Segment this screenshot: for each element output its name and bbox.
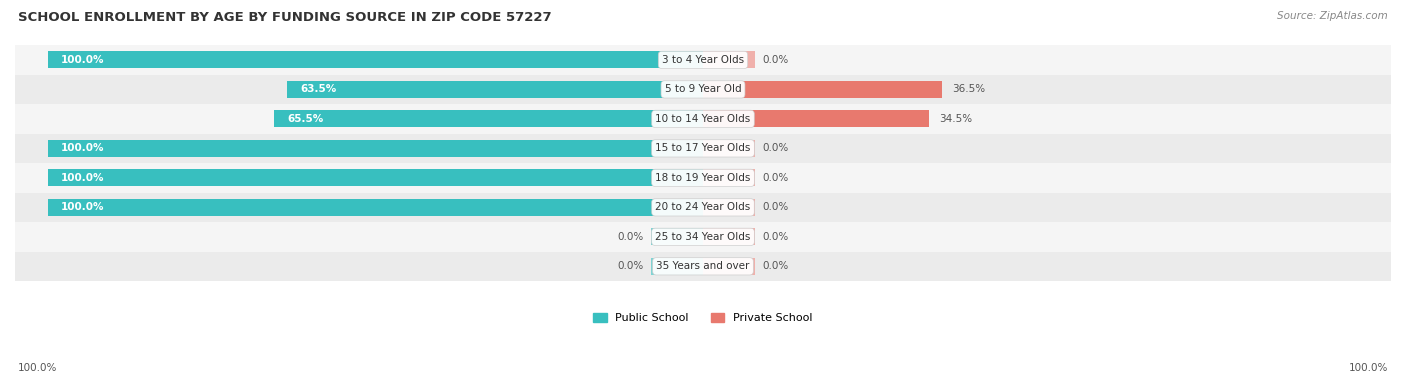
Text: 0.0%: 0.0% — [762, 261, 789, 271]
Text: 18 to 19 Year Olds: 18 to 19 Year Olds — [655, 173, 751, 183]
Text: 100.0%: 100.0% — [60, 143, 104, 153]
Text: 100.0%: 100.0% — [18, 363, 58, 373]
Bar — [15, 222, 1391, 251]
Text: 0.0%: 0.0% — [617, 261, 644, 271]
Bar — [48, 199, 703, 216]
Text: 100.0%: 100.0% — [60, 202, 104, 212]
Bar — [15, 45, 1391, 75]
Text: 100.0%: 100.0% — [60, 55, 104, 65]
Text: 25 to 34 Year Olds: 25 to 34 Year Olds — [655, 232, 751, 242]
Bar — [15, 251, 1391, 281]
Text: 36.5%: 36.5% — [952, 84, 986, 94]
Legend: Public School, Private School: Public School, Private School — [589, 308, 817, 327]
Text: 35 Years and over: 35 Years and over — [657, 261, 749, 271]
Bar — [703, 51, 755, 69]
Bar — [651, 228, 703, 245]
Text: 34.5%: 34.5% — [939, 114, 972, 124]
Text: 15 to 17 Year Olds: 15 to 17 Year Olds — [655, 143, 751, 153]
Text: 0.0%: 0.0% — [762, 173, 789, 183]
Bar — [15, 75, 1391, 104]
Text: 63.5%: 63.5% — [299, 84, 336, 94]
Bar — [48, 169, 703, 186]
Bar — [703, 81, 942, 98]
Bar — [274, 110, 703, 127]
Bar — [15, 193, 1391, 222]
Bar — [15, 104, 1391, 133]
Bar — [703, 110, 929, 127]
Text: SCHOOL ENROLLMENT BY AGE BY FUNDING SOURCE IN ZIP CODE 57227: SCHOOL ENROLLMENT BY AGE BY FUNDING SOUR… — [18, 11, 553, 24]
Text: 100.0%: 100.0% — [1348, 363, 1388, 373]
Text: 100.0%: 100.0% — [60, 173, 104, 183]
Bar — [48, 51, 703, 69]
Bar — [703, 258, 755, 275]
Text: 0.0%: 0.0% — [762, 202, 789, 212]
Text: 20 to 24 Year Olds: 20 to 24 Year Olds — [655, 202, 751, 212]
Bar — [703, 228, 755, 245]
Bar — [703, 199, 755, 216]
Text: 0.0%: 0.0% — [762, 143, 789, 153]
Text: 0.0%: 0.0% — [762, 55, 789, 65]
Text: 0.0%: 0.0% — [762, 232, 789, 242]
Bar — [48, 140, 703, 157]
Text: 5 to 9 Year Old: 5 to 9 Year Old — [665, 84, 741, 94]
Bar — [651, 258, 703, 275]
Bar — [703, 169, 755, 186]
Bar — [15, 163, 1391, 193]
Text: 3 to 4 Year Olds: 3 to 4 Year Olds — [662, 55, 744, 65]
Bar — [15, 133, 1391, 163]
Text: Source: ZipAtlas.com: Source: ZipAtlas.com — [1277, 11, 1388, 21]
Bar — [703, 140, 755, 157]
Text: 65.5%: 65.5% — [287, 114, 323, 124]
Text: 0.0%: 0.0% — [617, 232, 644, 242]
Bar — [287, 81, 703, 98]
Text: 10 to 14 Year Olds: 10 to 14 Year Olds — [655, 114, 751, 124]
